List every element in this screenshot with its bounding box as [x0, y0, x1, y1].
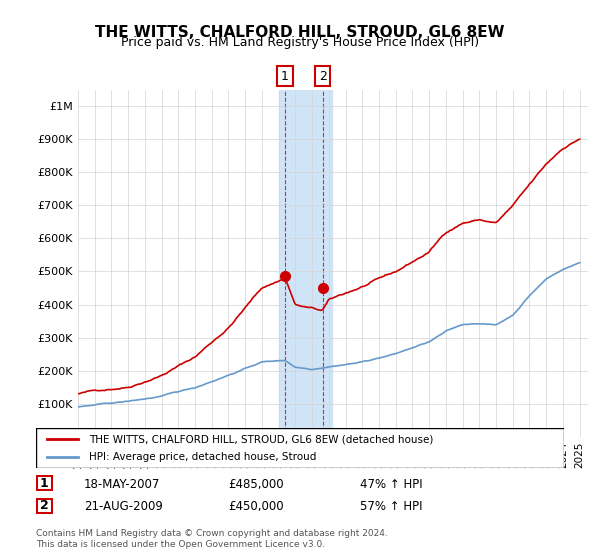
Text: THE WITTS, CHALFORD HILL, STROUD, GL6 8EW: THE WITTS, CHALFORD HILL, STROUD, GL6 8E… — [95, 25, 505, 40]
Text: 1: 1 — [281, 69, 289, 83]
Text: £450,000: £450,000 — [228, 500, 284, 514]
Text: Contains HM Land Registry data © Crown copyright and database right 2024.
This d: Contains HM Land Registry data © Crown c… — [36, 529, 388, 549]
Text: THE WITTS, CHALFORD HILL, STROUD, GL6 8EW (detached house): THE WITTS, CHALFORD HILL, STROUD, GL6 8E… — [89, 435, 433, 445]
Text: 57% ↑ HPI: 57% ↑ HPI — [360, 500, 422, 514]
Text: 18-MAY-2007: 18-MAY-2007 — [84, 478, 160, 491]
FancyBboxPatch shape — [37, 476, 52, 491]
Text: 1: 1 — [40, 477, 49, 490]
Text: 21-AUG-2009: 21-AUG-2009 — [84, 500, 163, 514]
Text: 2: 2 — [40, 499, 49, 512]
FancyBboxPatch shape — [36, 428, 564, 468]
FancyBboxPatch shape — [37, 498, 52, 513]
Text: 47% ↑ HPI: 47% ↑ HPI — [360, 478, 422, 491]
Text: £485,000: £485,000 — [228, 478, 284, 491]
Text: Price paid vs. HM Land Registry's House Price Index (HPI): Price paid vs. HM Land Registry's House … — [121, 36, 479, 49]
Text: 2: 2 — [319, 69, 327, 83]
Bar — [278, 90, 332, 437]
Text: HPI: Average price, detached house, Stroud: HPI: Average price, detached house, Stro… — [89, 451, 316, 461]
